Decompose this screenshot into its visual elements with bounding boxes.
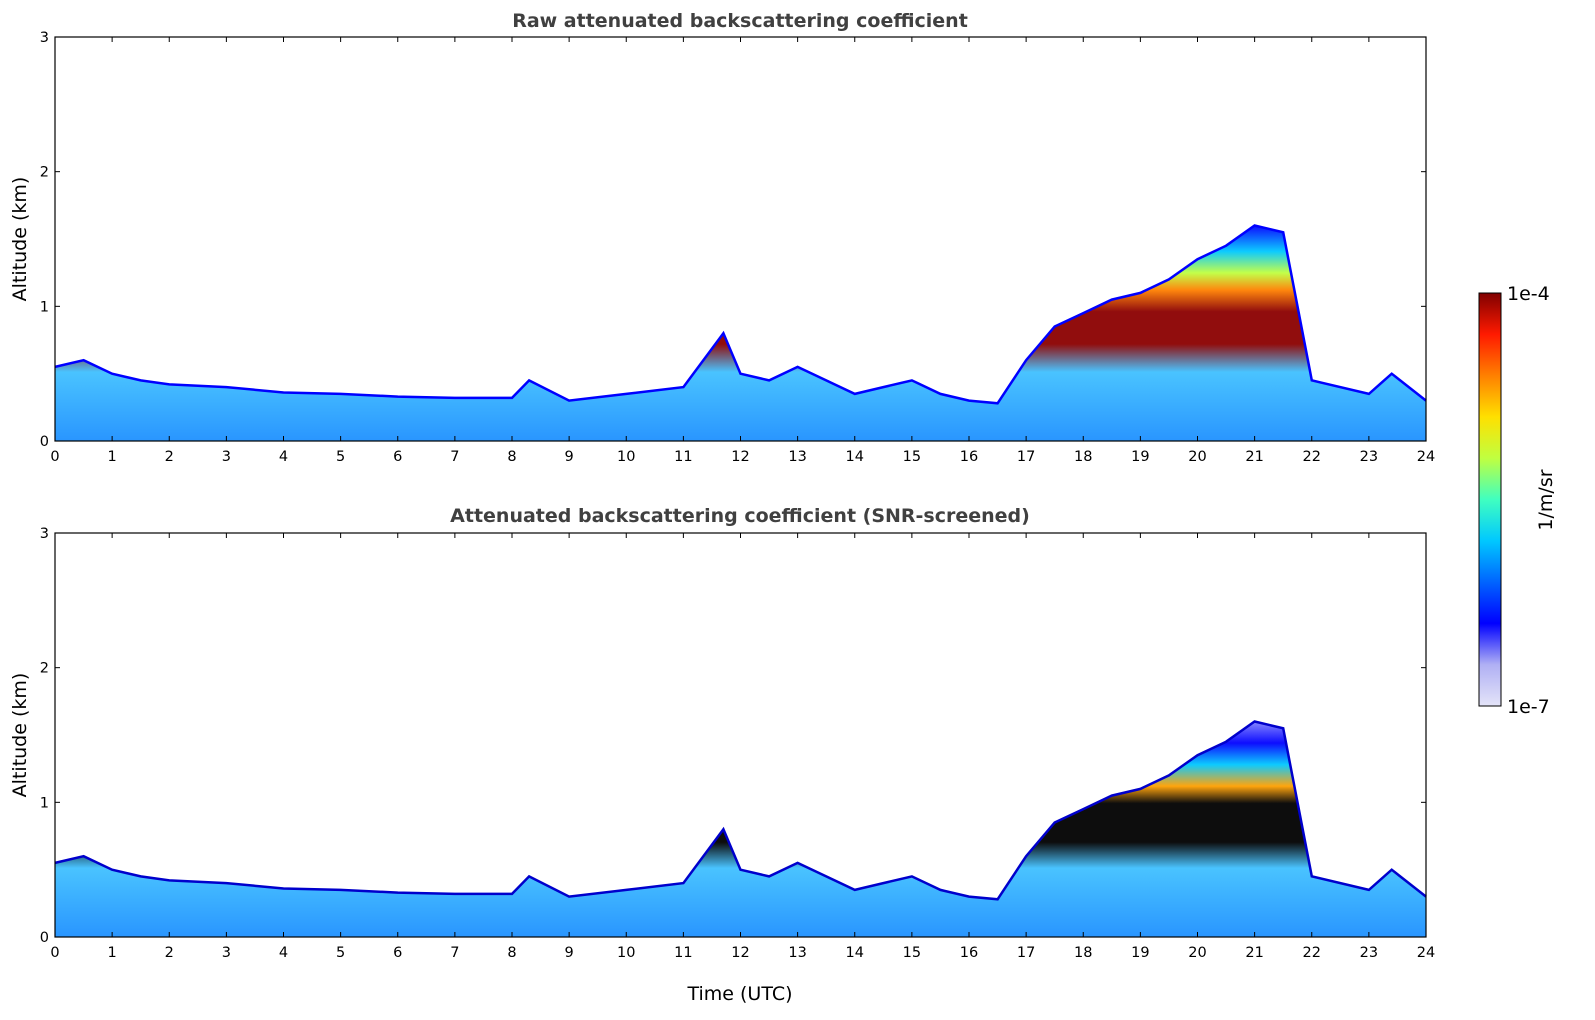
x-tick-label: 1 [108,945,117,961]
x-tick-label: 8 [507,449,516,465]
plot-area [54,224,1427,441]
y-axis-label: Altitude (km) [9,673,31,798]
x-tick-label: 4 [279,945,288,961]
backscatter-layer [55,225,1426,441]
x-tick-label: 12 [731,945,749,961]
y-tick-label: 1 [40,299,49,315]
x-tick-label: 22 [1303,945,1321,961]
x-tick-label: 11 [674,945,692,961]
x-axis-label: Time (UTC) [686,983,792,1005]
x-tick-label: 2 [165,449,174,465]
x-tick-label: 18 [1074,449,1092,465]
x-tick-label: 20 [1188,449,1206,465]
x-tick-label: 9 [565,449,574,465]
x-tick-label: 24 [1417,945,1435,961]
x-tick-label: 11 [674,449,692,465]
x-tick-label: 10 [617,449,635,465]
x-tick-label: 0 [50,945,59,961]
y-tick-label: 2 [40,661,49,677]
x-tick-label: 2 [165,945,174,961]
y-tick-label: 1 [40,795,49,811]
x-tick-label: 5 [336,945,345,961]
x-tick-label: 6 [393,945,402,961]
x-tick-label: 14 [846,449,864,465]
x-tick-label: 19 [1131,945,1149,961]
x-tick-label: 7 [450,945,459,961]
y-tick-label: 0 [40,930,49,946]
y-tick-label: 0 [40,434,49,450]
x-tick-label: 7 [450,449,459,465]
panel-snr-screened: Attenuated backscattering coefficient (S… [9,505,1435,1005]
colorbar-min-label: 1e-7 [1507,696,1550,718]
colorbar-max-label: 1e-4 [1507,283,1550,305]
x-tick-label: 18 [1074,945,1092,961]
x-tick-label: 3 [222,945,231,961]
y-tick-label: 2 [40,165,49,181]
colorbar-gradient [1478,292,1502,707]
x-tick-label: 13 [788,945,806,961]
x-tick-label: 23 [1360,449,1378,465]
x-tick-label: 19 [1131,449,1149,465]
x-tick-label: 22 [1303,449,1321,465]
x-tick-label: 13 [788,449,806,465]
panel-raw: Raw attenuated backscattering coefficien… [9,10,1435,465]
y-tick-label: 3 [40,526,49,542]
x-tick-label: 0 [50,449,59,465]
x-tick-label: 10 [617,945,635,961]
x-tick-label: 14 [846,945,864,961]
backscatter-layer [55,721,1426,937]
x-tick-label: 20 [1188,945,1206,961]
y-axis: 0 1 2 3 [40,30,1426,450]
x-tick-label: 15 [903,945,921,961]
x-tick-label: 15 [903,449,921,465]
panel-title: Raw attenuated backscattering coefficien… [512,10,968,32]
colorbar-label: 1/m/sr [1535,469,1557,530]
x-tick-label: 21 [1245,449,1263,465]
x-axis: 0 1 2 3 4 5 6 7 8 9 10 11 12 13 14 15 16 17 18 19 20 21 22 23 24 [50,533,1435,961]
x-tick-label: 4 [279,449,288,465]
y-axis: 0 1 2 3 [40,526,1426,946]
layer-top-line [54,224,1427,405]
y-axis-label: Altitude (km) [9,177,31,302]
x-tick-label: 16 [960,945,978,961]
x-tick-label: 9 [565,945,574,961]
y-tick-label: 3 [40,30,49,46]
x-tick-label: 24 [1417,449,1435,465]
x-tick-label: 17 [1017,449,1035,465]
panel-title: Attenuated backscattering coefficient (S… [450,505,1030,527]
x-tick-label: 3 [222,449,231,465]
x-tick-label: 21 [1245,945,1263,961]
x-tick-label: 5 [336,449,345,465]
x-tick-label: 6 [393,449,402,465]
x-tick-label: 16 [960,449,978,465]
layer-top-line [54,720,1427,901]
x-tick-label: 17 [1017,945,1035,961]
plot-area [54,720,1427,937]
x-tick-label: 8 [507,945,516,961]
x-axis: 0 1 2 3 4 5 6 7 8 9 10 11 12 13 14 15 16 17 18 19 20 21 22 23 24 [50,37,1435,465]
colorbar: 1e-4 1e-7 1/m/sr [1478,283,1557,718]
x-tick-label: 12 [731,449,749,465]
x-tick-label: 23 [1360,945,1378,961]
x-tick-label: 1 [108,449,117,465]
